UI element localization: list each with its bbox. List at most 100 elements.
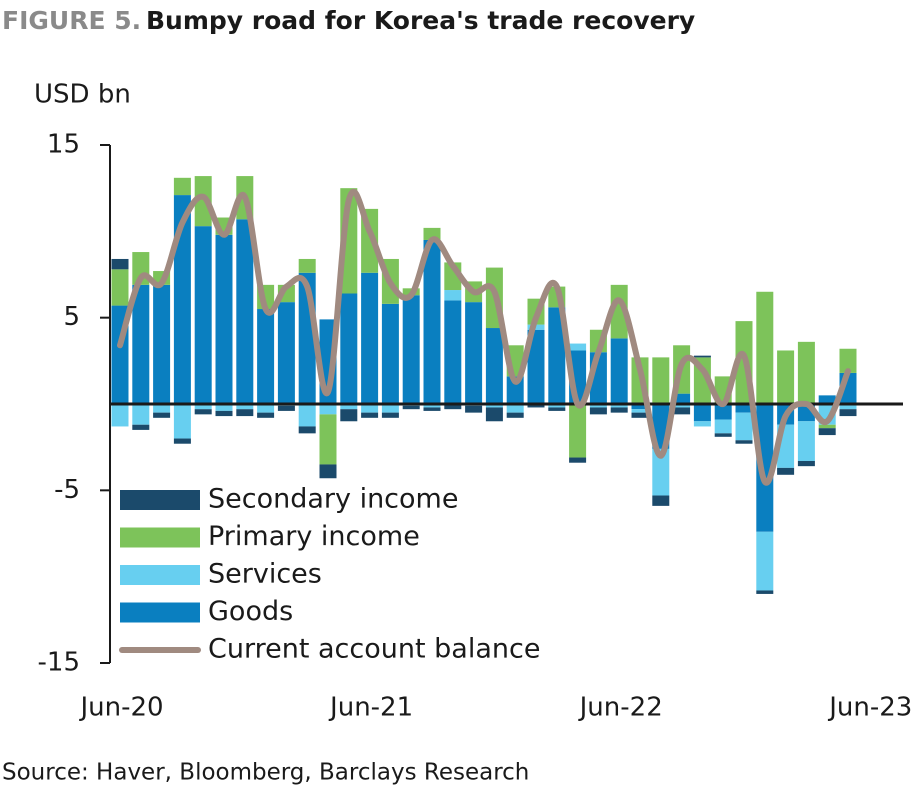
- bar-segment: [215, 234, 233, 404]
- bar-segment: [485, 404, 503, 408]
- bar-segment: [735, 440, 753, 444]
- x-tick-label: Jun-20: [78, 693, 163, 723]
- bar-segment: [527, 329, 545, 404]
- bar-segment: [361, 272, 379, 404]
- x-tick-label: Jun-23: [827, 693, 912, 723]
- bar-segment: [423, 239, 441, 404]
- bar-segment: [298, 258, 316, 273]
- bar-segment: [527, 404, 545, 408]
- bar-segment: [381, 303, 399, 404]
- bar-segment: [756, 590, 774, 594]
- bar-segment: [215, 404, 233, 411]
- bar-segment: [548, 307, 566, 404]
- bar-segment: [465, 302, 483, 404]
- bar-segment: [236, 219, 254, 404]
- bar-segment: [236, 409, 254, 417]
- bar-segment: [173, 404, 191, 439]
- legend-swatch: [120, 527, 200, 548]
- legend-label: Goods: [208, 596, 293, 627]
- bar-segment: [423, 407, 441, 411]
- bar-segment: [465, 405, 483, 413]
- bar-segment: [132, 424, 150, 430]
- bar-segment: [194, 404, 212, 410]
- bar-segment: [589, 407, 607, 415]
- y-tick-label: -5: [54, 475, 80, 505]
- bar-segment: [548, 404, 566, 408]
- y-tick-label: -15: [38, 648, 80, 678]
- bar-segment: [132, 284, 150, 404]
- legend-label: Current account balance: [208, 634, 540, 665]
- bar-segment: [652, 495, 670, 506]
- balance-line: [117, 188, 851, 486]
- bar-segment: [173, 195, 191, 404]
- bar-segment: [153, 412, 171, 418]
- bar-segment: [693, 421, 711, 427]
- y-tick-label: 5: [63, 302, 80, 332]
- bar-segment: [693, 355, 711, 358]
- bar-segment: [236, 404, 254, 410]
- x-tick-label: Jun-21: [328, 693, 413, 723]
- bar-segment: [631, 412, 649, 418]
- bar-segment: [631, 409, 649, 413]
- bar-segment: [111, 404, 129, 427]
- legend-label: Secondary income: [208, 484, 458, 515]
- bar-segment: [277, 302, 295, 404]
- bar-segment: [444, 300, 462, 404]
- bar-segment: [714, 404, 732, 420]
- bar-segment: [714, 419, 732, 434]
- bar-segment: [797, 341, 815, 404]
- legend-swatch: [120, 490, 200, 510]
- bar-segment: [673, 407, 691, 415]
- source-note: Source: Haver, Bloomberg, Barclays Resea…: [2, 760, 529, 786]
- bar-segment: [381, 412, 399, 418]
- bar-segment: [756, 404, 774, 532]
- bar-segment: [797, 421, 815, 461]
- bar-segment: [257, 309, 275, 404]
- bar-segment: [402, 405, 420, 410]
- bar-segment: [818, 424, 836, 429]
- bar-segment: [673, 393, 691, 404]
- legend-swatch: [120, 602, 200, 623]
- legend-label: Primary income: [208, 521, 420, 552]
- bar-segment: [818, 395, 836, 404]
- bar-segment: [111, 269, 129, 306]
- bar-segment: [610, 338, 628, 404]
- bar-segment: [194, 226, 212, 404]
- bar-segment: [506, 404, 524, 413]
- bar-segment: [423, 404, 441, 408]
- bar-segment: [839, 409, 857, 417]
- bar-segment: [735, 412, 753, 441]
- bar-segment: [777, 350, 795, 404]
- bar-segment: [714, 433, 732, 437]
- y-tick-label: 15: [47, 130, 80, 160]
- bar-segment: [173, 438, 191, 444]
- bar-segment: [631, 404, 649, 410]
- bar-segment: [610, 404, 628, 408]
- legend-swatch: [120, 565, 200, 585]
- bar-segment: [569, 343, 587, 351]
- bar-segment: [340, 404, 358, 410]
- bar-segment: [361, 404, 379, 413]
- bar-segment: [485, 407, 503, 422]
- bar-segment: [257, 404, 275, 413]
- bar-segment: [756, 291, 774, 404]
- bar-segment: [194, 409, 212, 415]
- bar-segment: [610, 407, 628, 413]
- bar-segment: [298, 404, 316, 427]
- bar-segment: [589, 404, 607, 408]
- chart-title: Bumpy road for Korea's trade recovery: [146, 6, 695, 35]
- bar-segment: [444, 290, 462, 301]
- bar-segment: [756, 531, 774, 591]
- bar-segment: [797, 460, 815, 467]
- bar-segment: [693, 404, 711, 422]
- bar-segment: [173, 177, 191, 196]
- bar-segment: [340, 293, 358, 404]
- bar-segment: [839, 404, 857, 410]
- bar-segment: [839, 348, 857, 373]
- bar-segment: [485, 328, 503, 404]
- legend-label: Services: [208, 559, 322, 590]
- x-tick-label: Jun-22: [578, 693, 663, 723]
- bar-segment: [777, 467, 795, 475]
- bar-segment: [153, 404, 171, 413]
